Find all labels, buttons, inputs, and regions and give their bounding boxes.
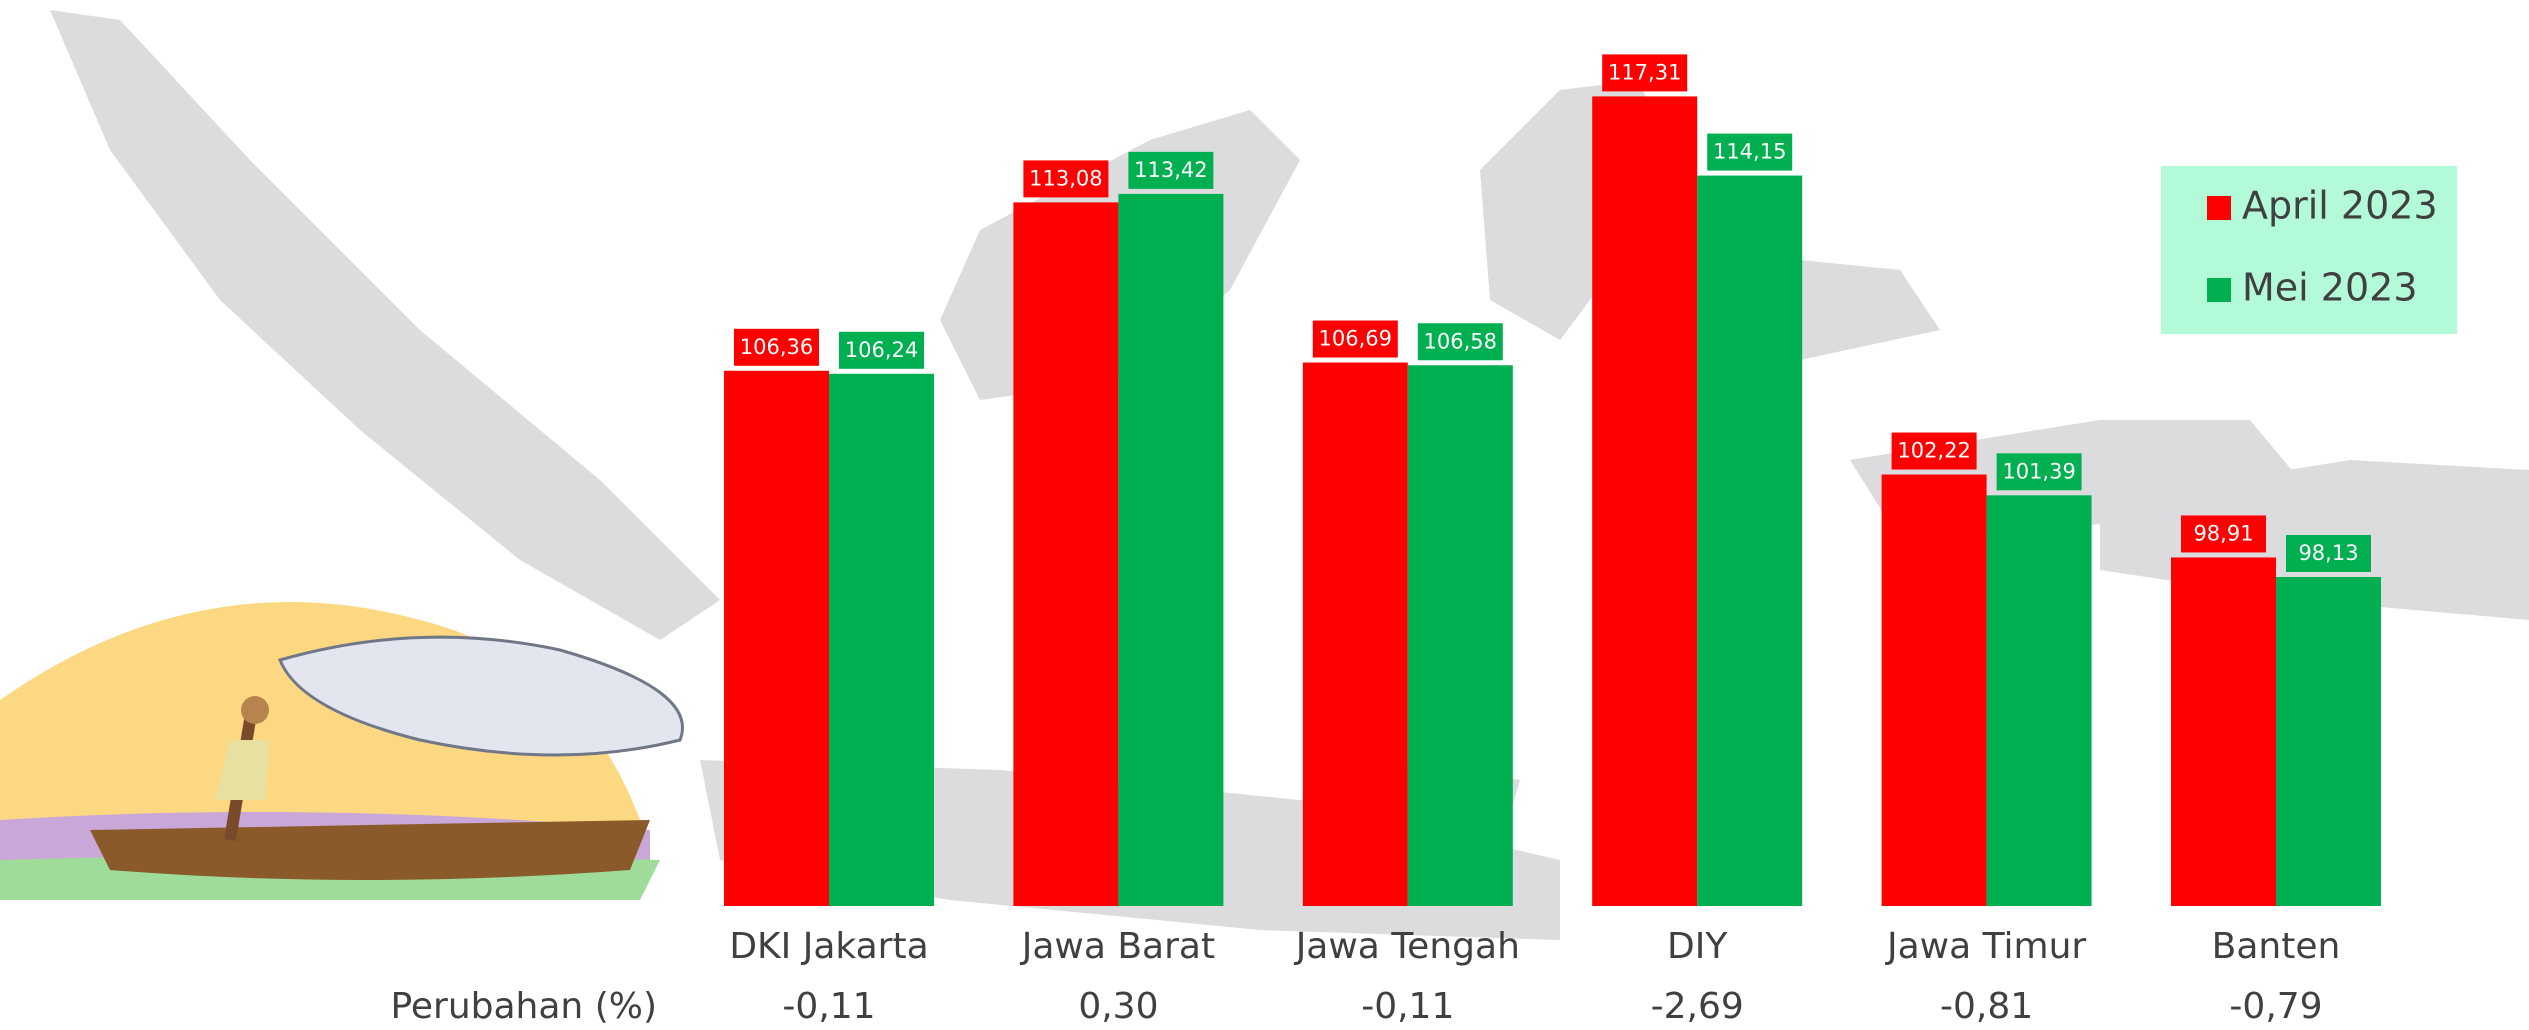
value-label: 102,22 bbox=[1897, 439, 1970, 463]
bar bbox=[1881, 474, 1987, 906]
bar bbox=[1407, 365, 1513, 906]
x-tick-label: Jawa Barat bbox=[1020, 926, 1215, 967]
value-label-box bbox=[734, 328, 819, 366]
change-value: 0,30 bbox=[1078, 986, 1158, 1027]
legend-label: Mei 2023 bbox=[2242, 266, 2418, 310]
legend: April 2023 Mei 2023 bbox=[2161, 166, 2457, 334]
change-value: -2,69 bbox=[1651, 986, 1744, 1027]
x-tick-label: Jawa Timur bbox=[1885, 926, 2086, 967]
value-label-box bbox=[1128, 151, 1214, 189]
bar bbox=[1986, 495, 2092, 906]
bar bbox=[829, 373, 934, 907]
bar bbox=[2171, 557, 2276, 906]
fisherman-illustration bbox=[0, 602, 684, 900]
value-label-box bbox=[1417, 323, 1503, 361]
x-tick-label: Jawa Tengah bbox=[1294, 926, 1520, 967]
change-row-label: Perubahan (%) bbox=[390, 986, 657, 1027]
bar bbox=[1302, 362, 1408, 906]
x-tick-label: DIY bbox=[1667, 926, 1728, 967]
value-label: 106,69 bbox=[1319, 327, 1392, 351]
legend-box bbox=[2161, 166, 2457, 334]
value-label-box bbox=[1891, 432, 1977, 470]
bar bbox=[1697, 175, 1803, 906]
bar bbox=[1592, 96, 1698, 907]
value-label-box bbox=[839, 331, 924, 369]
value-label: 106,24 bbox=[845, 338, 918, 362]
change-value: -0,11 bbox=[782, 986, 875, 1027]
legend-swatch bbox=[2207, 196, 2231, 220]
bar bbox=[1013, 202, 1119, 906]
bar bbox=[1118, 193, 1224, 907]
x-tick-label: Banten bbox=[2212, 926, 2341, 967]
value-label: 113,08 bbox=[1029, 166, 1102, 190]
legend-label: April 2023 bbox=[2242, 184, 2438, 228]
value-label: 106,36 bbox=[740, 335, 813, 359]
value-label: 106,58 bbox=[1424, 329, 1497, 353]
value-label-box bbox=[1707, 133, 1793, 171]
legend-swatch bbox=[2207, 278, 2231, 302]
value-label: 113,42 bbox=[1134, 158, 1207, 182]
bar bbox=[2276, 576, 2381, 906]
value-label-box bbox=[2181, 515, 2266, 553]
value-label-box bbox=[1996, 453, 2082, 491]
value-label: 101,39 bbox=[2002, 459, 2075, 483]
value-label-box bbox=[1312, 320, 1398, 358]
x-tick-label: DKI Jakarta bbox=[729, 926, 928, 967]
value-label: 114,15 bbox=[1713, 140, 1786, 164]
value-label-box bbox=[1602, 54, 1688, 92]
value-label-box bbox=[2286, 534, 2371, 572]
bar bbox=[724, 370, 829, 906]
value-label: 98,13 bbox=[2298, 541, 2358, 565]
value-label: 98,91 bbox=[2193, 521, 2253, 545]
change-value: -0,11 bbox=[1361, 986, 1454, 1027]
change-value: -0,81 bbox=[1940, 986, 2033, 1027]
change-value: -0,79 bbox=[2229, 986, 2322, 1027]
value-label-box bbox=[1023, 160, 1109, 198]
value-label: 117,31 bbox=[1608, 60, 1681, 84]
